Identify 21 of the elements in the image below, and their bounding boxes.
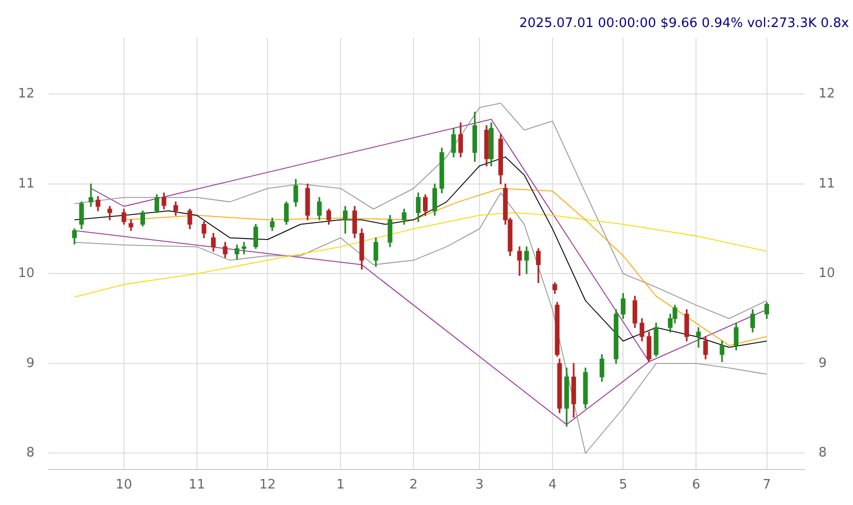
x-tick-label: 4 bbox=[548, 478, 557, 493]
chart-title: 2025.07.01 00:00:00 $9.66 0.94% vol:273.3K 0.8x bbox=[519, 16, 850, 32]
x-tick-label: 1 bbox=[336, 478, 345, 493]
y-tick-label: 8 bbox=[26, 446, 35, 461]
x-tick-label: 12 bbox=[259, 478, 276, 493]
x-tick-label: 7 bbox=[762, 478, 771, 493]
y-tick-label: 12 bbox=[18, 86, 35, 102]
y2-tick-label: 11 bbox=[818, 176, 836, 192]
x-tick-label: 11 bbox=[188, 478, 206, 493]
y-tick-label: 11 bbox=[18, 176, 35, 192]
x-tick-label: 2 bbox=[409, 478, 418, 493]
y2-tick-label: 12 bbox=[818, 86, 836, 102]
x-tick-label: 10 bbox=[116, 478, 132, 493]
y-tick-label: 9 bbox=[26, 356, 35, 371]
y2-tick-label: 8 bbox=[818, 446, 827, 461]
x-tick-label: 5 bbox=[618, 478, 628, 493]
y2-tick-label: 10 bbox=[818, 266, 836, 282]
y-tick-label: 10 bbox=[18, 266, 35, 282]
x-tick-label: 3 bbox=[475, 478, 484, 493]
x-tick-label: 6 bbox=[692, 478, 700, 493]
y2-tick-label: 9 bbox=[818, 356, 827, 371]
